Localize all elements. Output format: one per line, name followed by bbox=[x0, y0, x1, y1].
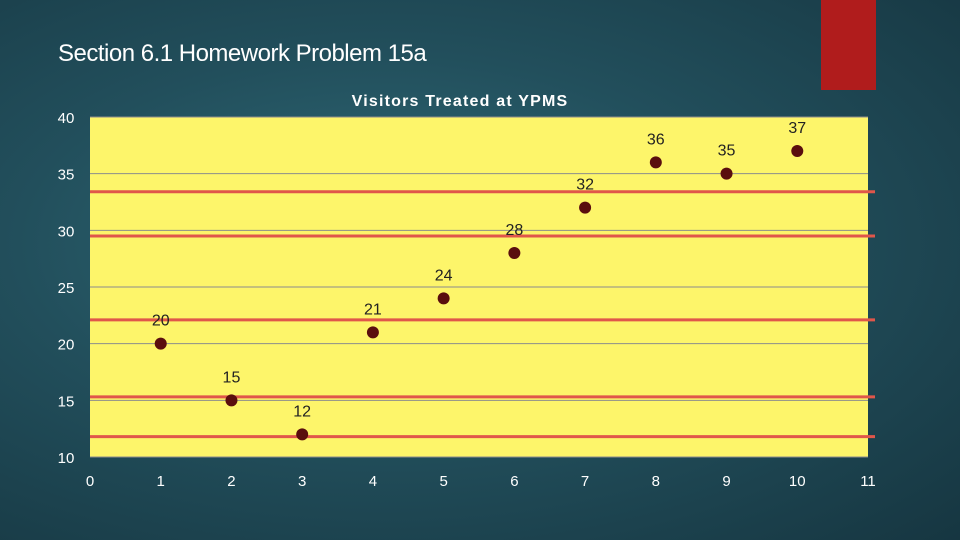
x-tick-label: 3 bbox=[298, 473, 306, 490]
x-tick-label: 6 bbox=[510, 473, 518, 490]
data-label: 32 bbox=[576, 177, 594, 194]
x-tick-label: 10 bbox=[789, 473, 806, 490]
data-point bbox=[225, 394, 238, 407]
data-point bbox=[720, 167, 733, 180]
y-axis-ticks: 10 15 20 25 30 35 40 bbox=[58, 110, 75, 467]
y-tick-label: 15 bbox=[58, 393, 75, 410]
data-point bbox=[791, 145, 804, 157]
data-points bbox=[154, 145, 804, 441]
x-tick-label: 11 bbox=[860, 473, 876, 490]
x-tick-label: 0 bbox=[86, 473, 94, 490]
data-label: 36 bbox=[647, 131, 665, 148]
data-point bbox=[508, 247, 521, 259]
data-point bbox=[437, 292, 450, 305]
accent-bar bbox=[821, 0, 876, 90]
data-point bbox=[579, 201, 592, 214]
chart-title: Visitors Treated at YPMS bbox=[352, 93, 569, 110]
data-point bbox=[649, 156, 662, 169]
x-tick-label: 5 bbox=[439, 473, 447, 490]
data-label: 15 bbox=[223, 369, 241, 386]
reference-lines bbox=[90, 190, 875, 439]
data-labels: 20 15 12 21 24 28 32 36 35 37 bbox=[152, 120, 806, 420]
x-tick-label: 7 bbox=[581, 473, 589, 490]
data-label: 20 bbox=[152, 313, 170, 330]
x-tick-label: 1 bbox=[157, 473, 165, 490]
x-tick-label: 4 bbox=[369, 473, 377, 490]
data-label: 12 bbox=[293, 403, 311, 420]
x-axis-ticks: 0 1 2 3 4 5 6 7 8 9 10 11 bbox=[86, 473, 876, 490]
y-tick-label: 40 bbox=[58, 110, 75, 127]
data-point bbox=[366, 326, 379, 339]
data-label: 35 bbox=[718, 143, 736, 160]
slide-title: Section 6.1 Homework Problem 15a bbox=[58, 40, 427, 67]
x-tick-label: 2 bbox=[227, 473, 235, 490]
y-tick-label: 30 bbox=[58, 223, 75, 240]
y-tick-label: 35 bbox=[58, 167, 75, 184]
y-tick-label: 20 bbox=[58, 337, 75, 354]
data-label: 37 bbox=[788, 120, 806, 137]
data-point bbox=[154, 337, 167, 350]
y-tick-label: 25 bbox=[58, 280, 75, 297]
gridlines bbox=[90, 116, 868, 458]
data-label: 28 bbox=[505, 222, 523, 239]
data-label: 21 bbox=[364, 301, 382, 318]
x-tick-label: 9 bbox=[722, 473, 730, 490]
y-tick-label: 10 bbox=[58, 450, 75, 467]
data-point bbox=[296, 428, 309, 441]
data-label: 24 bbox=[435, 267, 453, 284]
x-tick-label: 8 bbox=[652, 473, 660, 490]
